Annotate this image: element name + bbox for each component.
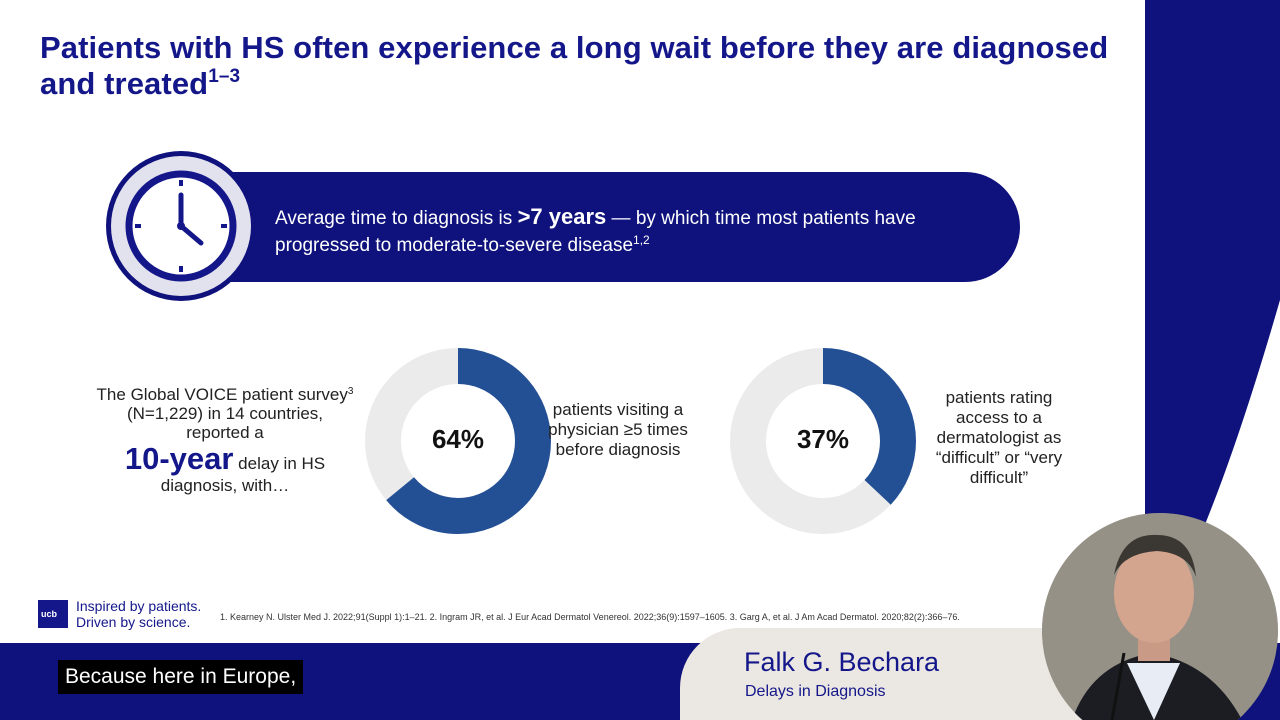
ucb-logo-mark: ucb (38, 600, 68, 628)
presenter-card (680, 628, 1100, 720)
presenter-name: Falk G. Bechara (744, 647, 940, 677)
logo-tagline: Inspired by patients. Driven by science. (76, 598, 202, 630)
speaker-face (1114, 543, 1194, 643)
slide (0, 0, 1145, 643)
donut-arc-37 (730, 348, 916, 534)
banner-text: Average time to diagnosis is >7 years — … (275, 204, 916, 256)
stat-description-37: patients rating access to a dermatologis… (935, 388, 1063, 487)
clock-icon (105, 150, 257, 302)
slide-title: Patients with HS often experience a long… (40, 30, 1109, 101)
donut-chart-64 (365, 348, 551, 534)
diagnosis-time-banner (160, 172, 1020, 282)
stat-description-64: patients visiting a physician ≥5 times b… (548, 400, 688, 459)
stat-value-64: 64% (431, 424, 485, 454)
video-caption: Because here in Europe, (58, 660, 304, 694)
presentation-title: Delays in Diagnosis (745, 683, 886, 700)
ucb-logo: ucb Inspired by patients. Driven by scie… (38, 598, 238, 632)
references: 1. Kearney N. Ulster Med J. 2022;91(Supp… (220, 612, 960, 622)
speaker-video-bubble (1042, 513, 1278, 720)
speaker-shirt (1127, 663, 1180, 720)
donut-chart-37 (730, 348, 916, 534)
survey-description: The Global VOICE patient survey3 (N=1,22… (96, 385, 354, 495)
donut-arc-64 (365, 348, 551, 534)
stat-value-37: 37% (796, 424, 850, 454)
speaker-hair (1114, 534, 1196, 577)
